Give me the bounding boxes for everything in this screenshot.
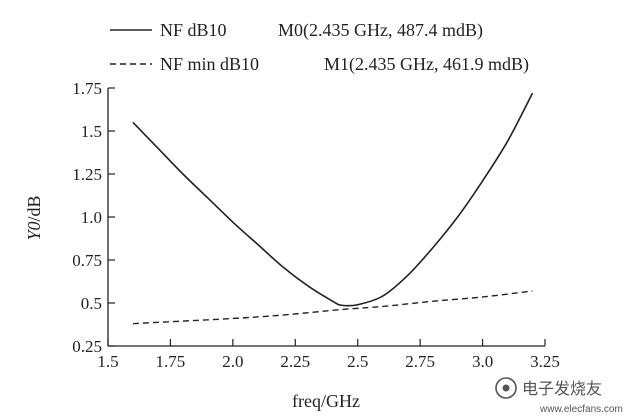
x-tick-label: 2.5 — [347, 352, 368, 371]
watermark-logo-icon — [495, 377, 517, 399]
legend-marker-m1: M1(2.435 GHz, 461.9 mdB) — [324, 54, 529, 75]
watermark-title: 电子发烧友 — [522, 380, 602, 398]
x-tick-label: 2.25 — [280, 352, 310, 371]
axes — [107, 88, 545, 347]
watermark: 电子发烧友 www.elecfans.com — [495, 377, 623, 415]
watermark-url: www.elecfans.com — [539, 404, 623, 415]
y-tick-label: 1.0 — [81, 208, 102, 227]
x-axis-label: freq/GHz — [292, 391, 360, 411]
legend: NF dB10 M0(2.435 GHz, 487.4 mdB) NF min … — [110, 20, 529, 75]
x-tick-label: 2.0 — [222, 352, 243, 371]
legend-label-nf: NF dB10 — [160, 20, 227, 40]
x-tick-label: 3.25 — [530, 352, 560, 371]
legend-marker-m0: M0(2.435 GHz, 487.4 mdB) — [278, 20, 483, 41]
y-tick-label: 1.25 — [72, 165, 102, 184]
series-line-nf — [132, 92, 534, 307]
y-tick-label: 1.5 — [81, 122, 102, 141]
y-tick-label: 0.25 — [72, 337, 102, 356]
series-line-nf-min — [132, 290, 533, 325]
x-tick-label: 1.75 — [156, 352, 186, 371]
y-axis-label: Y0/dB — [24, 195, 44, 240]
x-tick-label: 2.75 — [405, 352, 435, 371]
legend-label-nfmin: NF min dB10 — [160, 54, 259, 74]
series — [132, 92, 534, 325]
y-axis-label-unit: /dB — [24, 195, 44, 221]
y-tick-label: 0.75 — [72, 251, 102, 270]
watermark-logo-dot-icon — [502, 384, 510, 392]
ticks: 1.5 1.75 2.0 2.25 2.5 2.75 3.0 3.25 0.25 0.5 0.75 1… — [72, 79, 560, 371]
y-axis-label-italic: Y0 — [24, 222, 44, 241]
x-tick-label: 1.5 — [97, 352, 118, 371]
x-tick-label: 3.0 — [472, 352, 493, 371]
y-tick-label: 0.5 — [81, 294, 102, 313]
y-tick-label: 1.75 — [72, 79, 102, 98]
